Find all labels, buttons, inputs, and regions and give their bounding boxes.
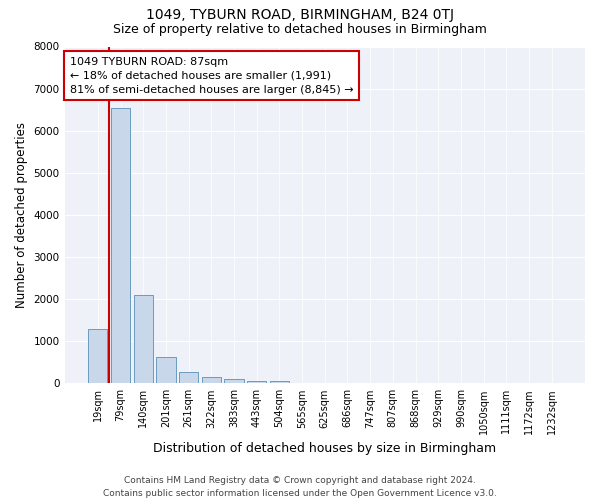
Bar (179, 372, 198, 384)
Text: Contains HM Land Registry data © Crown copyright and database right 2024.
Contai: Contains HM Land Registry data © Crown c… (103, 476, 497, 498)
Bar (88, 328, 107, 384)
Bar (202, 378, 221, 384)
Text: Size of property relative to detached houses in Birmingham: Size of property relative to detached ho… (113, 22, 487, 36)
Text: 1049 TYBURN ROAD: 87sqm
← 18% of detached houses are smaller (1,991)
81% of semi: 1049 TYBURN ROAD: 87sqm ← 18% of detache… (70, 56, 353, 94)
Y-axis label: Number of detached properties: Number of detached properties (15, 122, 28, 308)
X-axis label: Distribution of detached houses by size in Birmingham: Distribution of detached houses by size … (153, 442, 496, 455)
Bar (247, 381, 266, 384)
Bar (134, 295, 153, 384)
Bar (111, 108, 130, 384)
Bar (270, 381, 289, 384)
Bar (224, 380, 244, 384)
Bar (156, 357, 176, 384)
Text: 1049, TYBURN ROAD, BIRMINGHAM, B24 0TJ: 1049, TYBURN ROAD, BIRMINGHAM, B24 0TJ (146, 8, 454, 22)
